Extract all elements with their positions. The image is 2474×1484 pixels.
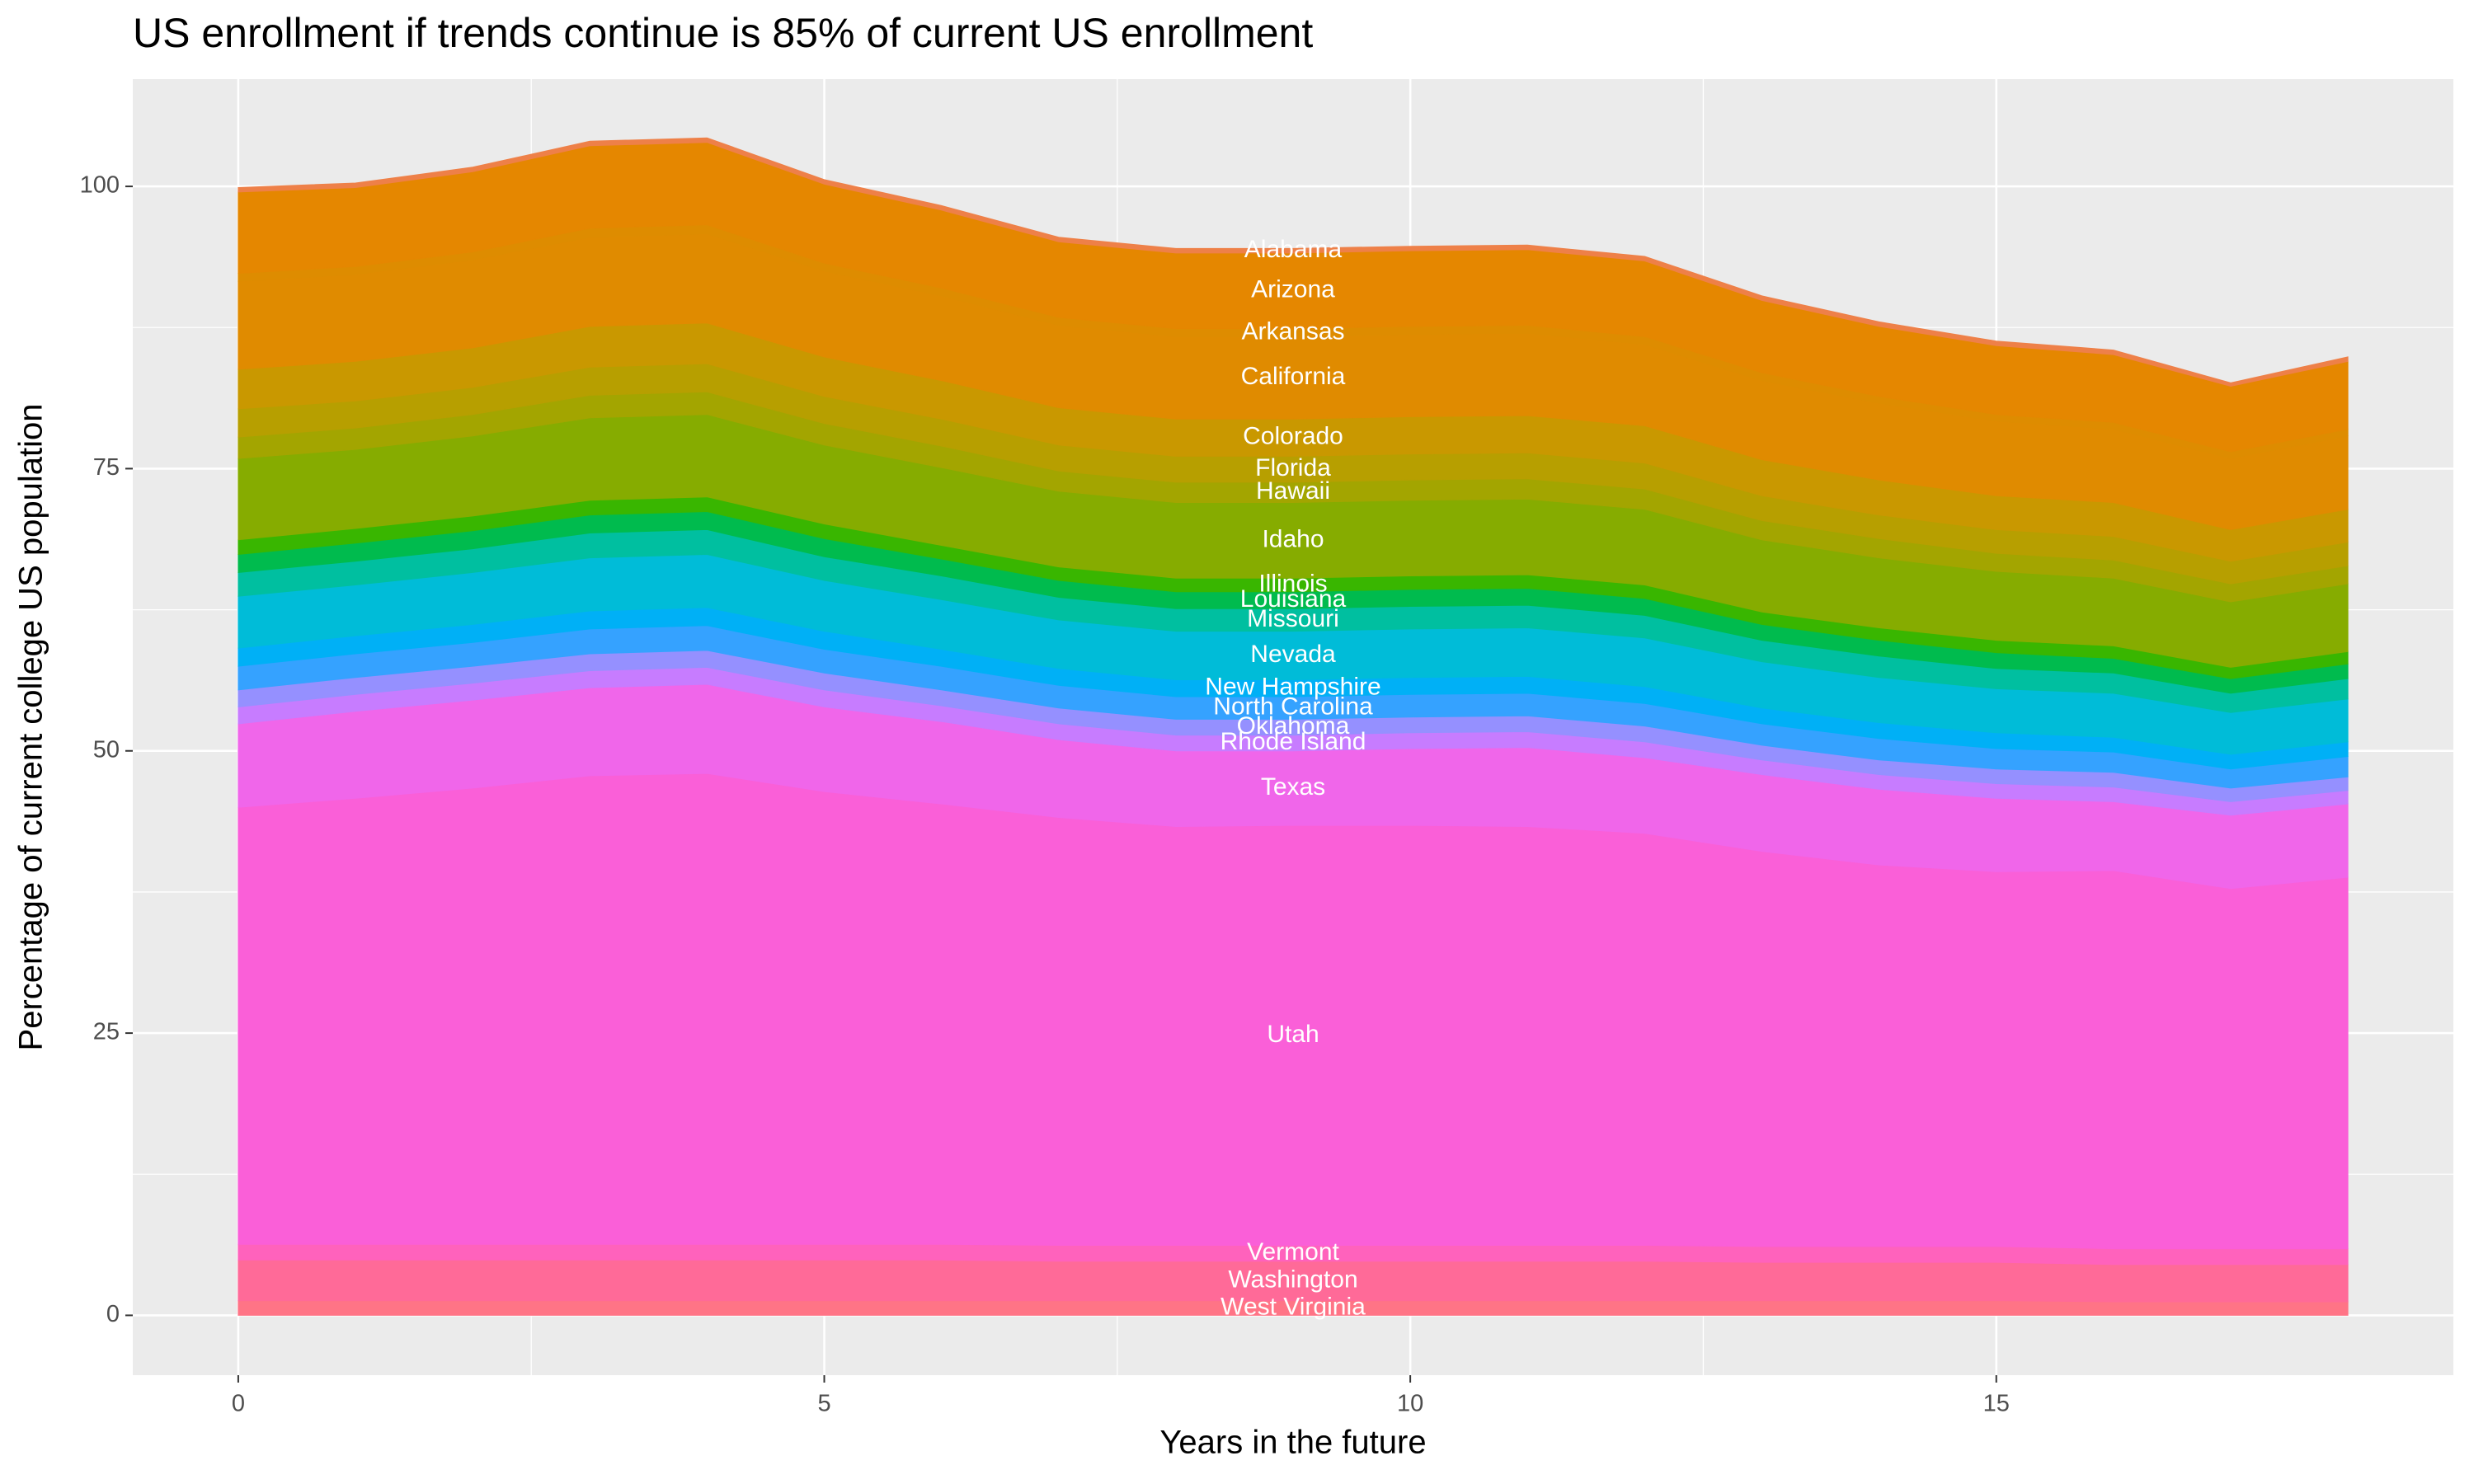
area-label: Hawaii bbox=[1256, 477, 1330, 505]
x-tick-label: 10 bbox=[1397, 1391, 1423, 1417]
x-tick-label: 15 bbox=[1983, 1391, 2010, 1417]
y-tick-label: 100 bbox=[80, 172, 120, 199]
area-label: Illinois bbox=[1258, 570, 1327, 597]
y-tick-label: 75 bbox=[93, 454, 120, 481]
area-label: California bbox=[1241, 363, 1346, 390]
x-tick-label: 0 bbox=[232, 1391, 245, 1417]
area-label: Florida bbox=[1255, 454, 1331, 481]
y-tick-label: 25 bbox=[93, 1019, 120, 1045]
area-label: Idaho bbox=[1262, 525, 1324, 552]
area-label: Texas bbox=[1261, 773, 1325, 801]
area-label: Rhode Island bbox=[1221, 728, 1366, 755]
area-label: Nevada bbox=[1250, 641, 1336, 668]
x-tick-label: 5 bbox=[817, 1391, 830, 1417]
area-label: Arkansas bbox=[1241, 317, 1344, 345]
area-label: New Hampshire bbox=[1205, 674, 1380, 701]
area-label: West Virginia bbox=[1221, 1293, 1366, 1320]
y-tick-label: 50 bbox=[93, 736, 120, 763]
chart-title: US enrollment if trends continue is 85% … bbox=[133, 10, 1313, 56]
area-label: Arizona bbox=[1251, 276, 1335, 303]
area-label: Colorado bbox=[1243, 423, 1343, 450]
areas bbox=[238, 137, 2349, 1316]
y-axis-title: Percentage of current college US populat… bbox=[13, 404, 49, 1051]
area bbox=[238, 137, 2349, 387]
axes: 0 25 50 75 100 0 5 10 15 bbox=[80, 172, 2010, 1417]
area-label: Louisiana bbox=[1240, 585, 1347, 613]
area-label: Utah bbox=[1267, 1021, 1319, 1048]
area-label: Washington bbox=[1228, 1266, 1357, 1294]
y-tick-label: 0 bbox=[106, 1301, 120, 1327]
area-label: Vermont bbox=[1247, 1238, 1339, 1266]
area-label: Oklahoma bbox=[1237, 712, 1350, 740]
area-label: Missouri bbox=[1247, 605, 1339, 632]
area-label: North Carolina bbox=[1213, 693, 1373, 721]
area-label: Alabama bbox=[1244, 236, 1343, 263]
x-axis-title: Years in the future bbox=[1159, 1425, 1426, 1461]
